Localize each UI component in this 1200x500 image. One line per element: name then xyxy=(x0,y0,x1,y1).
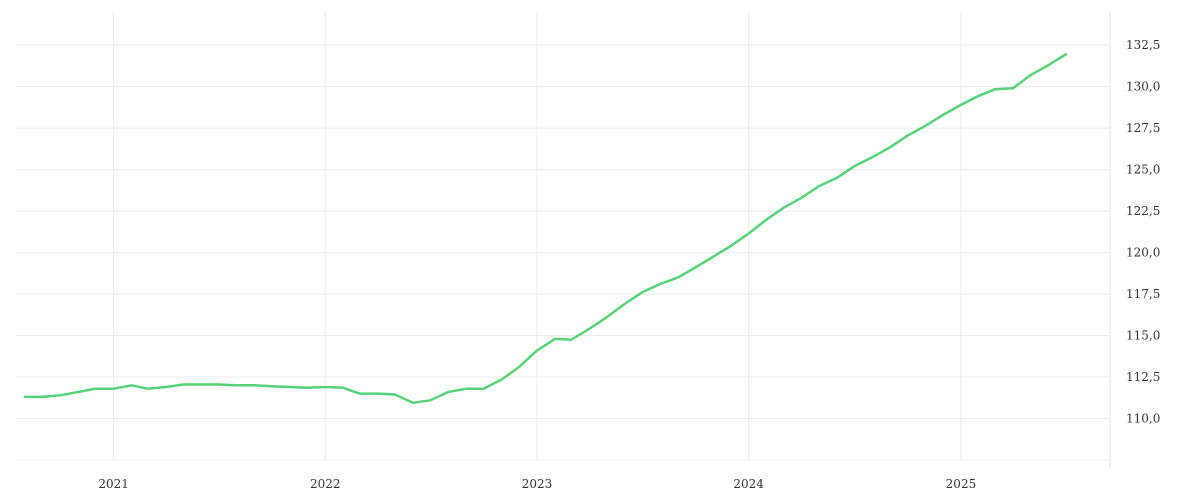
x-tick-label: 2022 xyxy=(310,477,341,491)
y-tick-label: 132,5 xyxy=(1126,38,1160,52)
y-tick-label: 130,0 xyxy=(1126,80,1160,94)
y-tick-label: 127,5 xyxy=(1126,121,1160,135)
y-axis-tick-labels: 110,0 112,5 115,0 117,5 120,0 122,5 125,0 127,5… xyxy=(1126,38,1160,425)
series-line xyxy=(23,53,1068,405)
horizontal-gridlines xyxy=(15,44,1110,461)
x-tick-label: 2024 xyxy=(733,477,764,491)
y-tick-label: 110,0 xyxy=(1126,412,1160,426)
x-tick-label: 2023 xyxy=(522,477,553,491)
y-tick-label: 122,5 xyxy=(1126,204,1160,218)
y-tick-label: 120,0 xyxy=(1126,246,1160,260)
series-layer xyxy=(23,53,1068,405)
x-tick-label: 2025 xyxy=(946,477,977,491)
y-tick-label: 112,5 xyxy=(1126,370,1160,384)
x-axis-tick-labels: 2021 2022 2023 2024 2025 xyxy=(98,477,976,491)
vertical-gridlines xyxy=(113,12,962,460)
y-tick-label: 115,0 xyxy=(1126,329,1160,343)
y-tick-label: 117,5 xyxy=(1126,287,1160,301)
x-tick-label: 2021 xyxy=(98,477,129,491)
y-tick-label: 125,0 xyxy=(1126,163,1160,177)
